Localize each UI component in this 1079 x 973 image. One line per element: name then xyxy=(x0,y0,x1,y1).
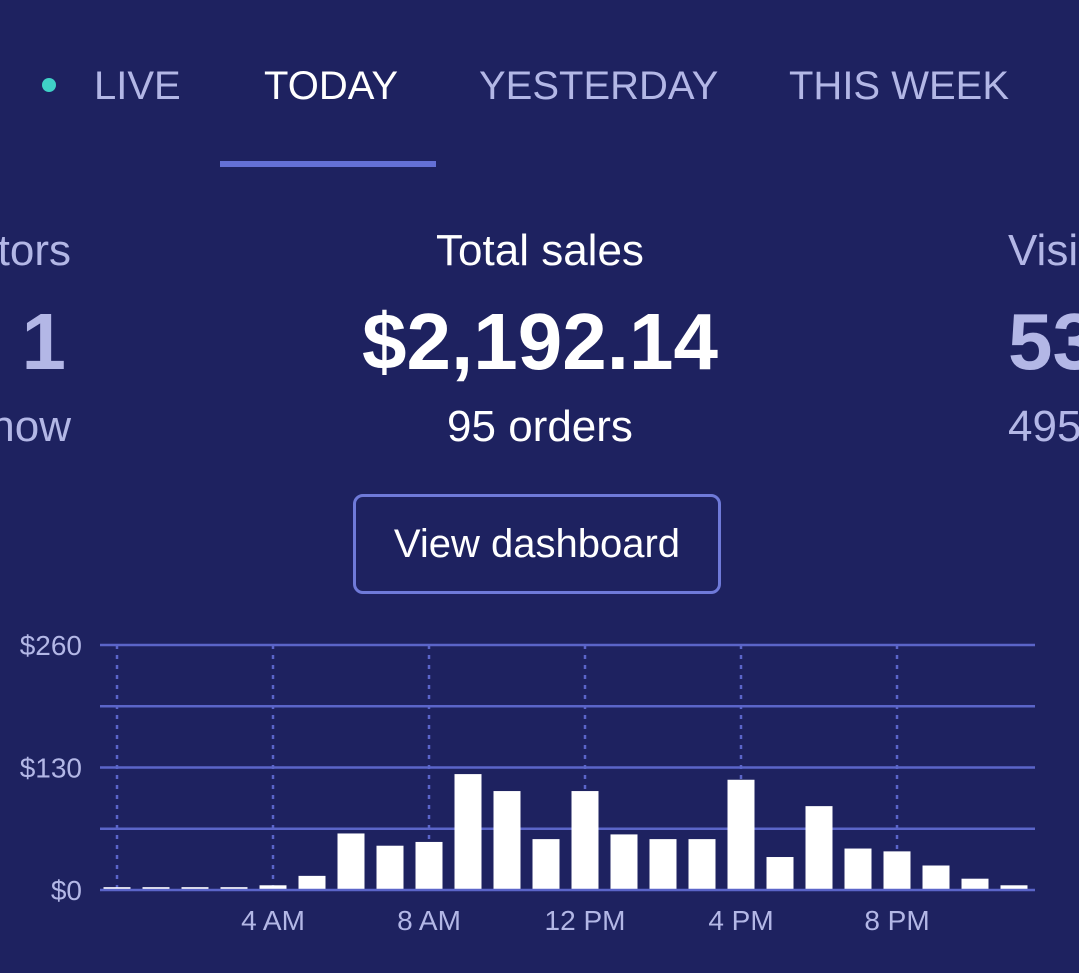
metric-title: tors xyxy=(0,226,71,275)
metric-subtext: now xyxy=(0,402,71,451)
metric-subtext: 95 orders xyxy=(447,402,633,451)
bar-3-pm xyxy=(688,839,716,890)
bar-9-am xyxy=(454,774,482,890)
metric-card-total-sales[interactable]: Total sales $2,192.14 95 orders xyxy=(290,0,790,480)
view-dashboard-button[interactable]: View dashboard xyxy=(353,494,721,594)
metric-value: $2,192.14 xyxy=(362,297,718,386)
bar-4-am xyxy=(259,885,287,890)
bar-5-am xyxy=(298,875,326,890)
bar-6-pm xyxy=(805,806,833,890)
live-indicator-dot xyxy=(42,78,56,92)
bar-11-pm xyxy=(1000,885,1028,890)
bar-4-pm xyxy=(727,779,755,890)
bar-2-pm xyxy=(649,839,677,890)
tab-today[interactable]: TODAY xyxy=(264,64,399,108)
x-tick-label: 8 AM xyxy=(397,905,461,936)
tab-live[interactable]: LIVE xyxy=(94,64,181,108)
bar-10-pm xyxy=(961,878,989,890)
metric-value: 1 xyxy=(21,297,67,386)
x-tick-label: 12 PM xyxy=(545,905,626,936)
bar-7-am xyxy=(376,845,404,890)
bar-1-am xyxy=(142,887,170,890)
bar-3-am xyxy=(220,887,248,890)
active-tab-indicator xyxy=(220,161,436,167)
bar-8-am xyxy=(415,841,443,890)
bar-11-am xyxy=(532,839,560,890)
metric-value: 53 xyxy=(1008,297,1079,386)
tab-this-week[interactable]: THIS WEEK xyxy=(789,64,1010,108)
metric-title: Total sales xyxy=(436,226,644,275)
bar-1-pm xyxy=(610,834,638,890)
metric-subtext: 495 xyxy=(1008,402,1079,451)
y-tick-label: $0 xyxy=(51,875,82,906)
bar-2-am xyxy=(181,887,209,890)
tab-yesterday[interactable]: YESTERDAY xyxy=(479,64,719,108)
x-tick-label: 4 PM xyxy=(708,905,773,936)
bar-10-am xyxy=(493,791,521,890)
hourly-sales-bar-chart: $0 $130 $260 4 AM 8 AM 12 PM 4 PM 8 PM xyxy=(20,630,1035,936)
metric-title: Visi xyxy=(1008,226,1079,275)
bar-12-am xyxy=(103,887,131,890)
bar-8-pm xyxy=(883,851,911,890)
y-tick-label: $260 xyxy=(20,630,82,661)
bar-12-pm xyxy=(571,791,599,890)
bar-6-am xyxy=(337,833,365,890)
bar-9-pm xyxy=(922,865,950,890)
x-tick-label: 4 AM xyxy=(241,905,305,936)
bar-5-pm xyxy=(766,857,794,890)
x-tick-label: 8 PM xyxy=(864,905,929,936)
bar-7-pm xyxy=(844,848,872,890)
y-tick-label: $130 xyxy=(20,753,82,784)
